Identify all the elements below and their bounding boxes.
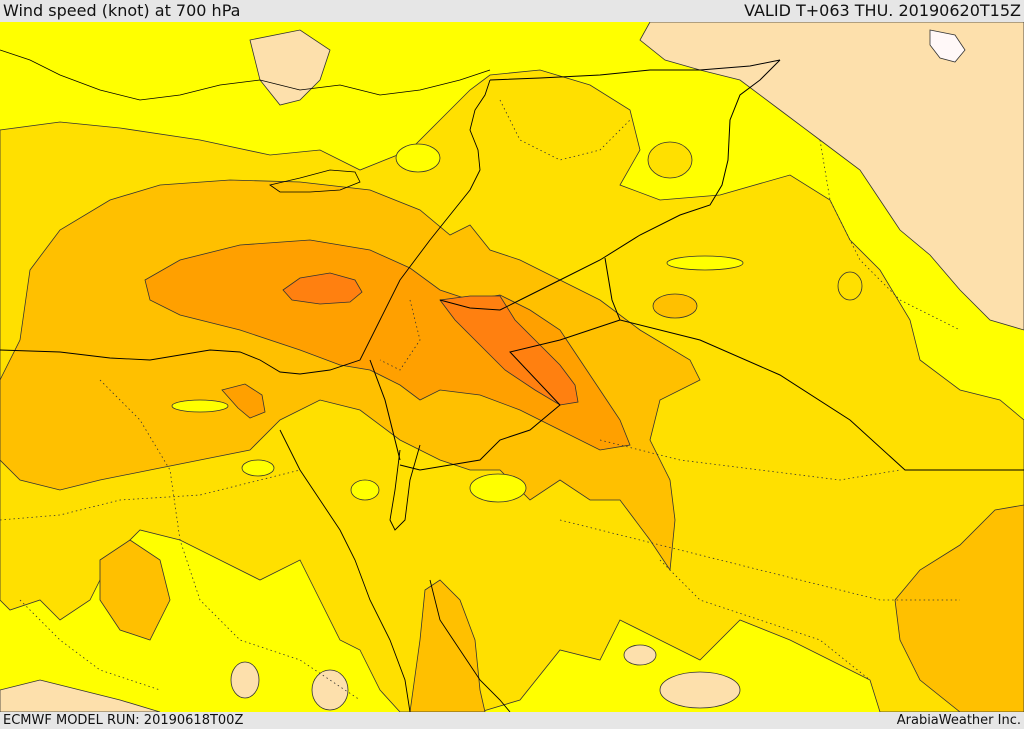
wind-band-low-pocket: [469, 473, 527, 503]
wind-band-fresh-south: [409, 579, 486, 712]
country-border: [604, 257, 1024, 471]
wind-band-calm-nw: [249, 29, 331, 106]
cyprus-coast: [269, 169, 361, 193]
wind-band-fresh-sw: [99, 539, 171, 641]
country-border: [369, 359, 401, 461]
wind-band-low-pocket: [647, 141, 693, 179]
country-border: [399, 319, 621, 471]
map-header: Wind speed (knot) at 700 hPa VALID T+063…: [0, 0, 1024, 22]
wind-band-low-pocket: [241, 459, 275, 477]
wind-band-calm-sw: [0, 679, 161, 712]
wind-band-low-pocket: [395, 143, 441, 173]
wind-band-low-pocket: [837, 271, 863, 301]
coastline-north: [0, 49, 491, 101]
coastline-red-sea: [279, 429, 411, 712]
wind-band-very-calm: [929, 29, 966, 63]
wind-band-max-central: [439, 295, 579, 406]
coastline-gulf-aqaba: [429, 579, 511, 712]
province-borders: [0, 99, 961, 701]
wind-band-low-pocket: [171, 399, 229, 413]
map-title: Wind speed (knot) at 700 hPa: [3, 1, 241, 20]
country-border: [519, 59, 781, 301]
wind-band-calm-spot: [230, 661, 260, 699]
model-run: ECMWF MODEL RUN: 20190618T00Z: [3, 713, 244, 728]
valid-time: VALID T+063 THU. 20190620T15Z: [744, 1, 1021, 20]
wind-band-low-pocket: [652, 293, 698, 319]
wind-band-low-pocket: [623, 644, 657, 666]
wind-band-low-pocket: [666, 255, 744, 271]
coastline: [0, 79, 491, 375]
coastline-gulf: [389, 444, 421, 531]
country-border: [489, 59, 781, 81]
wind-band-strong: [144, 239, 631, 451]
wind-speed-map: [0, 22, 1024, 712]
country-border: [439, 299, 521, 311]
credit-label: ArabiaWeather Inc.: [896, 713, 1021, 728]
wind-band-calm-ne: [639, 22, 1024, 331]
wind-band-fresh-se: [894, 504, 1024, 712]
wind-band-max-north: [282, 272, 363, 305]
wind-band-calm-spot: [659, 671, 741, 709]
wind-band-strong-spot: [221, 383, 266, 419]
wind-band-calm-spot: [311, 669, 349, 711]
wind-band-low-pocket: [350, 479, 380, 501]
map-footer: ECMWF MODEL RUN: 20190618T00Z ArabiaWeat…: [0, 712, 1024, 729]
